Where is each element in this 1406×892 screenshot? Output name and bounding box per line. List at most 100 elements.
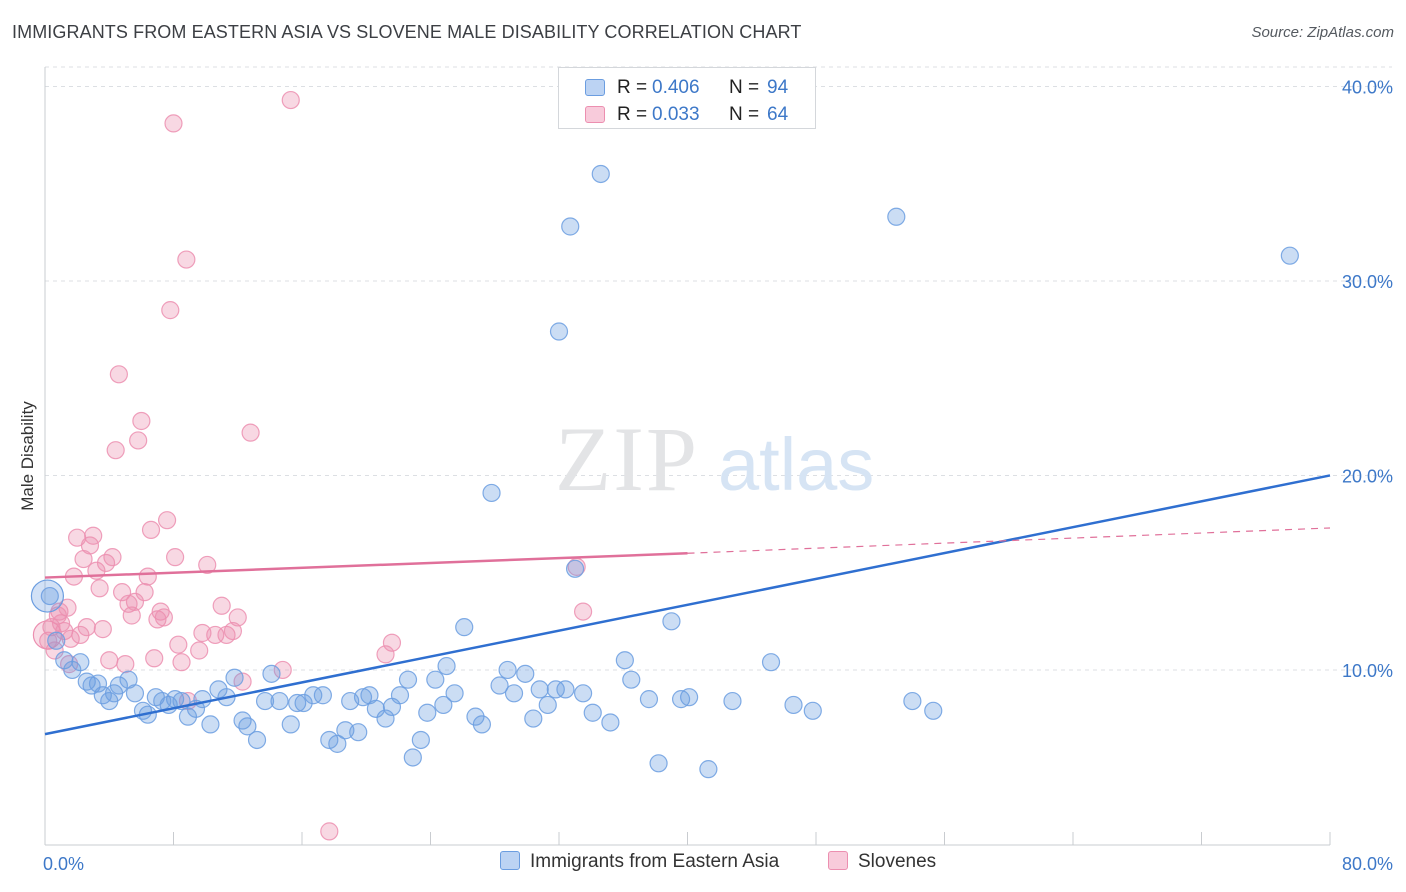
eastern-asia-point (455, 618, 474, 637)
eastern-asia-point (411, 730, 430, 750)
slovenes-point (109, 365, 128, 384)
slovenes-point (164, 114, 183, 133)
eastern-asia-point (255, 691, 275, 711)
eastern-asia-point (662, 612, 681, 631)
eastern-asia-point (887, 207, 906, 226)
eastern-asia-point (40, 586, 59, 606)
slovenes-point (273, 660, 292, 680)
eastern-asia-point (30, 579, 65, 613)
eastern-asia-point (761, 653, 781, 672)
slovenes-trend-line (44, 552, 688, 579)
eastern-asia-point (549, 322, 569, 341)
slovenes-point (157, 511, 177, 530)
eastern-asia-point (193, 690, 212, 709)
eastern-asia-point (201, 715, 220, 734)
eastern-asia-point (538, 695, 557, 715)
eastern-asia-point (504, 684, 524, 703)
eastern-asia-point (270, 691, 289, 711)
slovenes-point (169, 635, 188, 654)
slovenes-points (32, 90, 593, 841)
bottom-legend-swatch-blue (500, 851, 520, 870)
eastern-asia-point (490, 676, 509, 695)
slovenes-point (177, 250, 196, 269)
eastern-asia-points (30, 164, 1299, 779)
slovenes-point (116, 655, 135, 674)
eastern-asia-point (622, 670, 641, 689)
legend-r-value: 0.406 (652, 77, 700, 98)
bottom-legend-eastern-asia: Immigrants from Eastern Asia (500, 851, 779, 877)
slovenes-point (132, 411, 151, 431)
legend-n-value: 94 (767, 77, 789, 98)
eastern-asia-point (699, 760, 718, 779)
slovenes-point (141, 520, 161, 540)
eastern-asia-point (71, 653, 90, 672)
axes (44, 67, 1331, 846)
slovenes-point (129, 431, 148, 450)
eastern-asia-point (225, 668, 244, 687)
bottom-legend-slovenes: Slovenes (828, 851, 936, 877)
eastern-asia-point (482, 483, 501, 503)
slovenes-point (161, 301, 180, 320)
slovenes-point (145, 649, 164, 668)
bottom-legend-swatch-pink (828, 851, 848, 870)
chart-title: IMMIGRANTS FROM EASTERN ASIA VS SLOVENE … (12, 22, 802, 42)
eastern-asia-point (294, 693, 313, 713)
legend-row-slovenes: R = 0.033 N = 64 (559, 102, 815, 128)
eastern-asia-point (803, 701, 822, 720)
eastern-asia-point (583, 703, 602, 722)
eastern-asia-point (524, 709, 543, 728)
eastern-asia-point (281, 715, 300, 734)
eastern-asia-point (680, 688, 699, 707)
eastern-asia-point (573, 684, 593, 703)
slovenes-point (154, 608, 173, 627)
watermark: ZIP atlas (555, 408, 874, 510)
y-tick-label: 20.0% (1342, 466, 1393, 486)
x-tick-label: 0.0% (43, 854, 84, 874)
eastern-asia-point (366, 699, 385, 718)
grid-lines (45, 66, 1392, 671)
eastern-asia-trend-line (44, 474, 1331, 736)
slovenes-point (212, 596, 231, 615)
eastern-asia-point (591, 164, 610, 184)
x-tick-label: 80.0% (1342, 854, 1393, 874)
slovenes-point (135, 583, 154, 602)
eastern-asia-point (262, 664, 281, 683)
slovenes-point (241, 423, 260, 442)
eastern-asia-point (530, 680, 549, 699)
eastern-asia-point (445, 684, 464, 703)
slovenes-point (172, 653, 191, 672)
y-tick-label: 40.0% (1342, 77, 1393, 97)
y-axis-label: Male Disability (18, 401, 37, 511)
slovenes-point (100, 651, 119, 670)
legend-r-value: 0.033 (652, 104, 700, 125)
legend-n-label: N = (729, 104, 760, 125)
eastern-asia-point (125, 684, 145, 703)
eastern-asia-point (353, 688, 373, 707)
slovenes-point (77, 618, 96, 637)
bottom-legend-label: Immigrants from Eastern Asia (530, 851, 780, 872)
eastern-asia-point (498, 660, 517, 680)
eastern-asia-point (288, 693, 307, 713)
legend-n-label: N = (729, 77, 760, 98)
legend-n-value: 64 (767, 104, 789, 125)
eastern-asia-point (434, 695, 453, 715)
slovenes-point (320, 822, 339, 841)
legend-row-eastern-asia: R = 0.406 N = 94 (559, 75, 815, 101)
slovenes-point (376, 645, 395, 664)
trend-lines (44, 474, 1331, 736)
eastern-asia-point (437, 656, 456, 676)
eastern-asia-point (565, 559, 585, 578)
slovenes-point (228, 608, 247, 627)
slovenes-point (382, 633, 402, 652)
eastern-asia-point (349, 723, 368, 742)
eastern-asia-point (615, 651, 634, 670)
bottom-legend-label: Slovenes (858, 851, 937, 872)
eastern-asia-point (1280, 246, 1299, 265)
eastern-asia-point (903, 691, 922, 711)
legend-swatch-pink (585, 106, 605, 123)
slovenes-point (112, 583, 132, 602)
eastern-asia-point (313, 686, 332, 705)
eastern-asia-point (304, 686, 323, 705)
slovenes-point (93, 620, 112, 639)
